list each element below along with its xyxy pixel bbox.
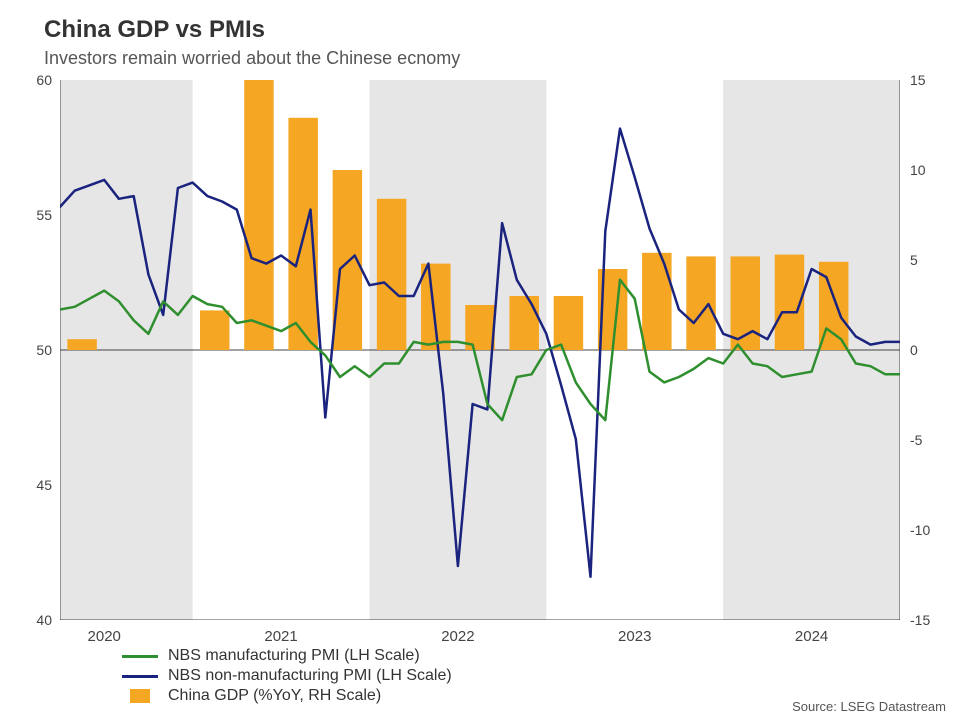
x-tick-label: 2020 [88,628,121,645]
y-right-tick-label: -5 [910,432,950,448]
y-left-tick-label: 50 [12,342,52,358]
y-right-tick-label: 10 [910,162,950,178]
y-right-tick-label: -10 [910,522,950,538]
x-tick-label: 2024 [795,628,828,645]
legend-swatch-manufacturing [122,655,158,658]
plot-svg [60,80,900,620]
legend-item-gdp: China GDP (%YoY, RH Scale) [122,686,452,706]
x-tick-label: 2023 [618,628,651,645]
legend: NBS manufacturing PMI (LH Scale) NBS non… [122,646,452,706]
y-left-tick-label: 40 [12,612,52,628]
x-tick-label: 2022 [441,628,474,645]
source-text: Source: LSEG Datastream [792,699,946,714]
legend-item-nonmanufacturing: NBS non-manufacturing PMI (LH Scale) [122,666,452,686]
legend-label-manufacturing: NBS manufacturing PMI (LH Scale) [168,647,420,665]
legend-label-nonmanufacturing: NBS non-manufacturing PMI (LH Scale) [168,667,452,685]
chart-container: China GDP vs PMIs Investors remain worri… [0,0,960,720]
plot-area: 4045505560 -15-10-5051015 20202021202220… [60,80,900,620]
y-left-tick-label: 60 [12,72,52,88]
legend-label-gdp: China GDP (%YoY, RH Scale) [168,687,381,705]
y-right-tick-label: 5 [910,252,950,268]
chart-title: China GDP vs PMIs [44,16,265,44]
chart-subtitle: Investors remain worried about the Chine… [44,48,460,69]
y-right-tick-label: -15 [910,612,950,628]
y-left-tick-label: 55 [12,207,52,223]
y-right-tick-label: 15 [910,72,950,88]
legend-swatch-nonmanufacturing [122,675,158,678]
y-left-tick-label: 45 [12,477,52,493]
legend-swatch-gdp [130,689,150,703]
x-tick-label: 2021 [264,628,297,645]
legend-item-manufacturing: NBS manufacturing PMI (LH Scale) [122,646,452,666]
y-right-tick-label: 0 [910,342,950,358]
